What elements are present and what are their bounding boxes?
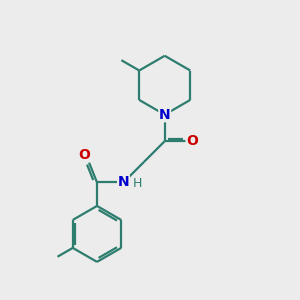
Text: N: N	[118, 176, 129, 189]
Text: O: O	[78, 148, 90, 162]
Text: O: O	[186, 134, 198, 148]
Text: N: N	[159, 108, 170, 122]
Text: H: H	[133, 177, 142, 190]
